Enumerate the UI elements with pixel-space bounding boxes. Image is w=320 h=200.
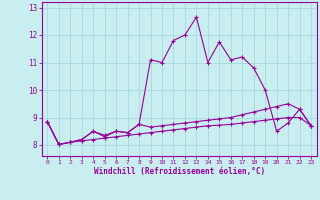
X-axis label: Windchill (Refroidissement éolien,°C): Windchill (Refroidissement éolien,°C) (94, 167, 265, 176)
